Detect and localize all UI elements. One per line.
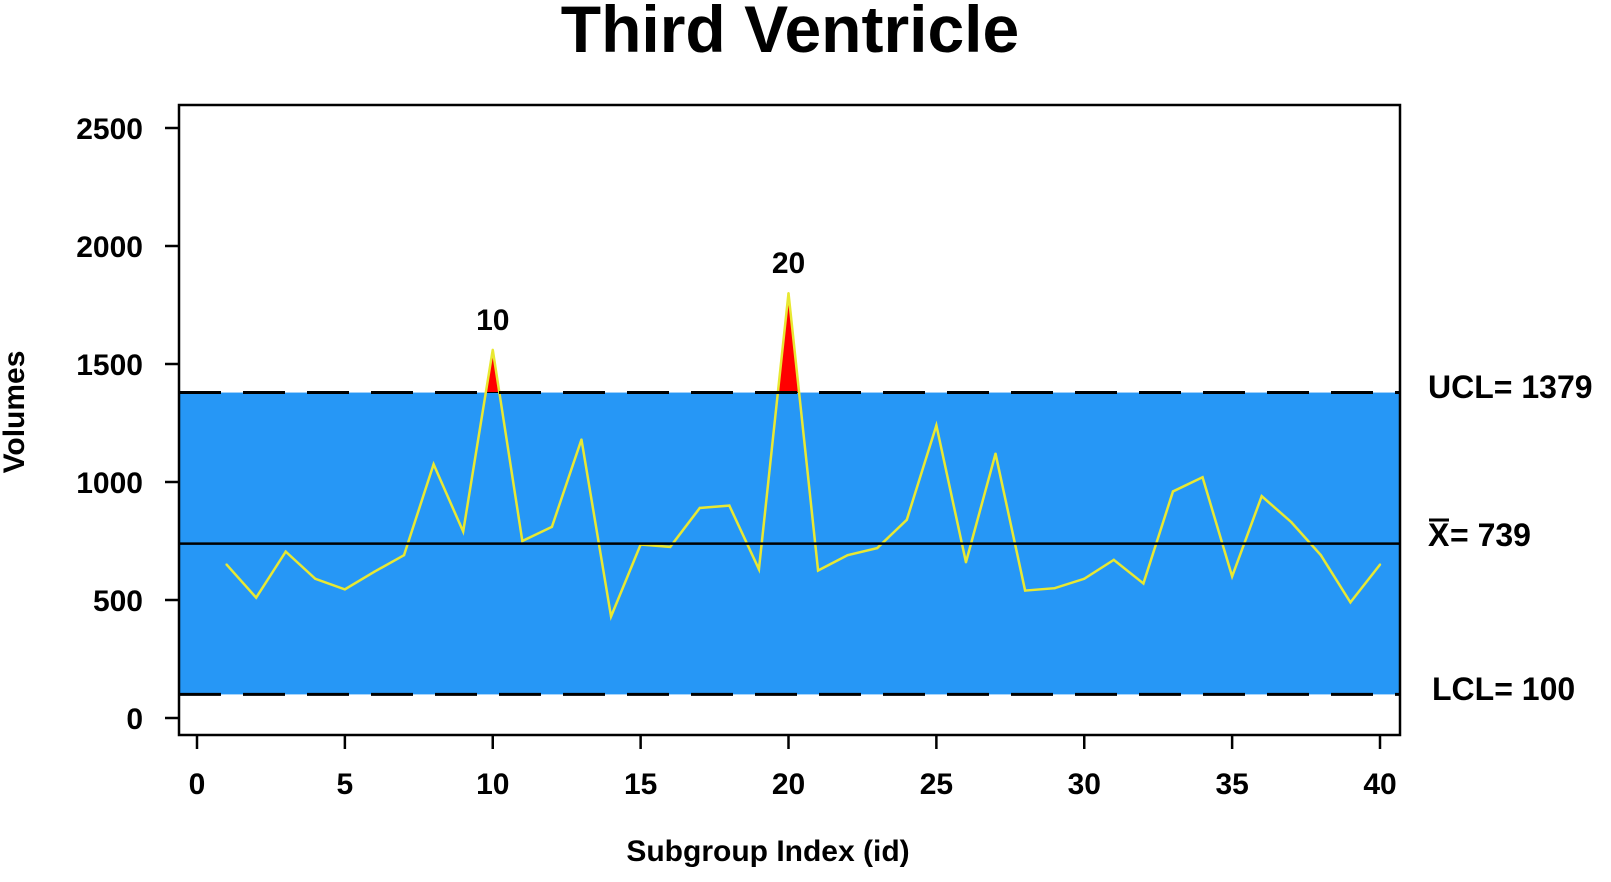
y-tick-label: 1500 — [76, 349, 143, 382]
y-tick-label: 500 — [93, 585, 143, 618]
y-tick-label: 0 — [126, 703, 143, 736]
x-tick-label: 15 — [624, 768, 657, 801]
data-point — [1260, 494, 1263, 498]
x-tick-label: 35 — [1215, 768, 1248, 801]
data-point — [432, 463, 435, 466]
x-tick-label: 0 — [189, 768, 206, 801]
data-point — [728, 504, 731, 507]
data-point — [580, 438, 583, 441]
data-point — [669, 545, 672, 549]
x-axis-label: Subgroup Index (id) — [626, 835, 909, 868]
lcl-label: LCL= 100 — [1432, 671, 1575, 707]
plot-area: 10 20 0 500 1000 1500 2000 2500 0 5 10 15 20 25 30 35 40 — [76, 103, 1402, 801]
data-point — [254, 596, 258, 599]
data-point — [1378, 563, 1382, 566]
data-point — [698, 506, 701, 510]
y-axis-label: Volumes — [0, 351, 31, 474]
center-value-label: = 739 — [1450, 517, 1531, 553]
data-point — [757, 568, 761, 571]
data-point — [284, 550, 287, 553]
x-tick-label: 10 — [476, 768, 509, 801]
x-tick-label: 20 — [772, 768, 805, 801]
data-point — [550, 525, 554, 529]
center-symbol: X — [1428, 517, 1450, 553]
data-point — [1230, 575, 1234, 578]
data-point — [905, 518, 908, 521]
data-point — [402, 553, 406, 557]
data-point — [225, 563, 228, 566]
data-point — [343, 588, 347, 591]
data-point — [491, 348, 494, 352]
data-point — [816, 569, 820, 572]
data-point — [1053, 587, 1056, 590]
data-point — [1349, 601, 1352, 604]
data-point — [964, 561, 968, 564]
data-point — [1142, 582, 1145, 585]
series-line — [225, 293, 1381, 622]
data-point — [1201, 476, 1204, 479]
x-tick-label: 30 — [1068, 768, 1101, 801]
chart-title: Third Ventricle — [561, 0, 1019, 66]
data-point — [521, 539, 524, 543]
data-point — [935, 424, 938, 427]
data-point — [787, 292, 790, 295]
data-point — [1023, 589, 1027, 592]
data-point — [1319, 553, 1323, 557]
x-tick-label: 40 — [1363, 768, 1396, 801]
data-point — [1083, 577, 1086, 580]
center-line-label: X = 739 — [1428, 517, 1531, 553]
data-point — [373, 570, 376, 573]
outlier-label: 10 — [476, 304, 509, 337]
data-point — [314, 577, 317, 580]
y-tick-label: 2000 — [76, 231, 143, 264]
data-point — [1171, 490, 1175, 493]
ucl-label: UCL= 1379 — [1428, 369, 1593, 405]
y-tick-label: 1000 — [76, 467, 143, 500]
data-point — [461, 530, 465, 533]
outlier-label: 20 — [772, 247, 805, 280]
data-point — [1290, 520, 1293, 524]
data-point — [876, 546, 879, 550]
data-point — [846, 553, 849, 557]
outlier-spike — [777, 293, 800, 394]
data-point — [609, 615, 613, 618]
x-tick-label: 25 — [920, 768, 953, 801]
data-point — [994, 452, 997, 455]
data-point — [1112, 558, 1116, 562]
x-tick-label: 5 — [337, 768, 354, 801]
y-tick-label: 2500 — [76, 113, 143, 146]
